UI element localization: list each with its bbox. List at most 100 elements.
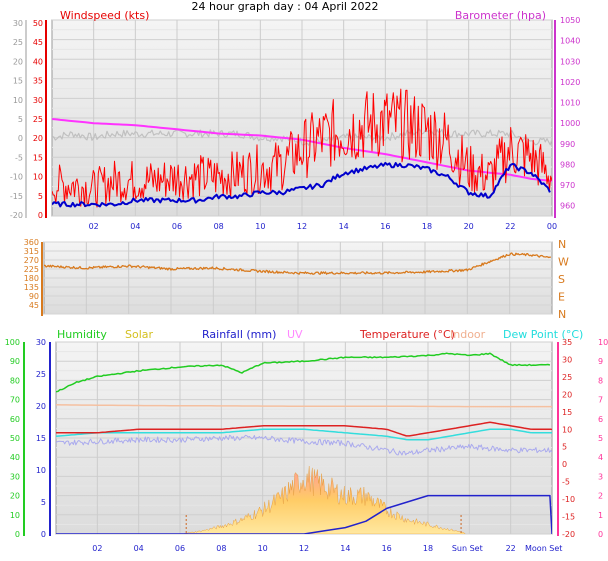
baro-tick-label: 990 [560, 140, 575, 149]
temperature-tick-label: 30 [562, 355, 572, 364]
baro-tick-label: 1030 [560, 57, 580, 66]
x-tick-label: 06 [172, 222, 182, 231]
temperature-axis: 35 30 25 20 15 10 5 0 -5 -10 -15 -20 [557, 338, 575, 539]
rainfall-axis: 30 25 20 15 10 5 0 [36, 338, 51, 539]
temperature-tick-label: -10 [562, 495, 575, 504]
uv-tick-label: 8 [598, 376, 603, 385]
legend-entry: Solar [125, 328, 154, 341]
direction-tick-label: 225 [24, 265, 39, 274]
temperature-tick-label: -5 [562, 478, 570, 487]
rainfall-tick-label: 0 [41, 530, 46, 539]
humidity-tick-label: 30 [10, 472, 20, 481]
x-tick-label: 10 [255, 222, 265, 231]
sunset-label: Sun Set [452, 544, 483, 553]
humidity-tick-label: 100 [5, 338, 20, 347]
legend-entry: Rainfall (mm) [202, 328, 276, 341]
rainfall-tick-label: 5 [41, 498, 46, 507]
compass-label: W [558, 256, 569, 269]
rainfall-tick-label: 30 [36, 338, 46, 347]
wind-outer-tick: -20 [10, 211, 23, 220]
x-tick-label: 06 [175, 544, 185, 553]
uv-tick-label: 3 [598, 472, 603, 481]
humidity-series [56, 352, 551, 393]
x-tick-label: 18 [423, 544, 433, 553]
wind-tick-label: 30 [33, 96, 43, 105]
wind-tick-label: 0 [38, 211, 43, 220]
humidity-tick-label: 50 [10, 434, 20, 443]
uv-series [56, 434, 552, 456]
uv-tick-label: 2 [598, 492, 603, 501]
x-tick-label: 08 [216, 544, 226, 553]
wind-outer-tick: -5 [15, 153, 23, 162]
baro-tick-label: 980 [560, 160, 575, 169]
moonset-label: Moon Set [525, 544, 562, 553]
wind-tick-label: 35 [33, 77, 43, 86]
wind-tick-label: 25 [33, 115, 43, 124]
x-tick-label: 12 [297, 222, 307, 231]
humidity-tick-label: 90 [10, 357, 20, 366]
uv-tick-label: 4 [598, 453, 603, 462]
wind-axis-outer: 30 25 20 15 10 5 0 -5 -10 -15 -20 [10, 19, 27, 220]
temperature-series [56, 421, 552, 437]
wind-outer-tick: 20 [13, 57, 23, 66]
legend-entry: UV [287, 328, 303, 341]
wind-tick-label: 10 [33, 173, 43, 182]
baro-tick-label: 960 [560, 202, 575, 211]
direction-tick-label: 45 [29, 301, 39, 310]
baro-tick-label: 1010 [560, 99, 580, 108]
wind-tick-label: 15 [33, 153, 43, 162]
baro-tick-label: 1050 [560, 16, 580, 25]
baro-tick-label: 1040 [560, 37, 580, 46]
temperature-tick-label: -20 [562, 530, 575, 539]
baro-tick-label: 970 [560, 181, 575, 190]
wind-tick-label: 40 [33, 57, 43, 66]
legend-entry: Dew Point (°C) [503, 328, 583, 341]
x-tick-label: 14 [339, 222, 349, 231]
humidity-tick-label: 60 [10, 415, 20, 424]
wind-tick-label: 50 [33, 19, 43, 28]
gust-series [52, 127, 552, 146]
wind-x-ticks: 02 04 06 08 10 12 14 16 18 20 22 00 [89, 222, 558, 231]
rainfall-tick-label: 15 [36, 434, 46, 443]
direction-tick-label: 315 [24, 247, 39, 256]
x-tick-label: 00 [547, 222, 557, 231]
graph-title: 24 hour graph day : 04 April 2022 [192, 0, 379, 13]
wind-outer-tick: 0 [18, 134, 23, 143]
x-tick-label: 16 [380, 222, 390, 231]
indoor-temp-series [56, 404, 552, 408]
compass-label: N [558, 238, 566, 251]
direction-tick-label: 180 [24, 274, 39, 283]
temperature-tick-label: 5 [562, 443, 567, 452]
wind-outer-tick: 10 [13, 96, 23, 105]
baro-tick-label: 1020 [560, 78, 580, 87]
baro-axis: 1050 1040 1030 1020 1010 1000 990 980 970 960 [554, 16, 580, 218]
compass-label: N [558, 308, 566, 321]
x-tick-label: 02 [92, 544, 102, 553]
wind-outer-tick: -10 [10, 173, 23, 182]
humidity-tick-label: 20 [10, 492, 20, 501]
wind-outer-tick: -15 [10, 192, 23, 201]
wind-outer-tick: 15 [13, 77, 23, 86]
temperature-tick-label: 35 [562, 338, 572, 347]
dew-point-series [56, 428, 552, 441]
x-tick-label: 16 [382, 544, 392, 553]
x-tick-label: 08 [214, 222, 224, 231]
rainfall-tick-label: 20 [36, 402, 46, 411]
temperature-tick-label: 25 [562, 373, 572, 382]
uv-tick-label: 0 [598, 530, 603, 539]
humidity-tick-label: 70 [10, 396, 20, 405]
windspeed-series [52, 88, 552, 208]
legend-entry: Temperature (°C) [359, 328, 455, 341]
wind-direction-series [44, 252, 552, 275]
x-tick-label: 18 [422, 222, 432, 231]
direction-tick-label: 90 [29, 292, 39, 301]
compass-label: S [558, 273, 565, 286]
direction-tick-label: 270 [24, 256, 39, 265]
wind-tick-label: 45 [33, 38, 43, 47]
temperature-tick-label: 20 [562, 390, 572, 399]
